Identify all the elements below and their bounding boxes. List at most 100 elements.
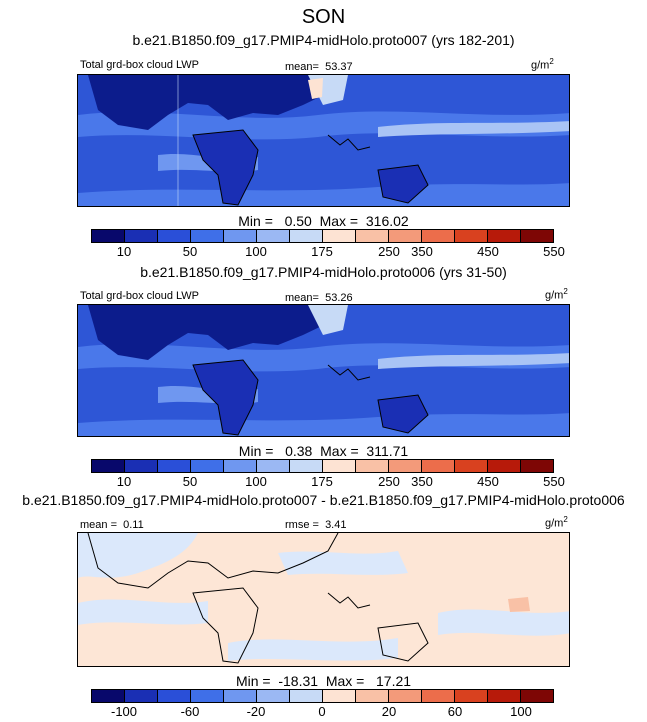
panel-2-mean-stat: mean= 53.26 xyxy=(285,292,353,304)
colorbar-swatch xyxy=(92,690,125,702)
panel-1-map xyxy=(77,74,570,207)
colorbar-swatch xyxy=(158,460,191,472)
panel-1-colorbar-ticks: 10 50 100 175 250 350 450 550 xyxy=(91,244,565,260)
panel-3-tick: 100 xyxy=(510,704,532,719)
panel-2-itcz-band xyxy=(378,353,569,369)
panel-2-mean-label: mean= xyxy=(285,292,319,304)
colorbar-swatch xyxy=(224,230,257,242)
panel-3-min-value: -18.31 xyxy=(278,673,319,689)
panel-1-land-north xyxy=(88,75,338,130)
colorbar-swatch xyxy=(125,690,158,702)
panel-3-rmse-label: rmse = xyxy=(285,519,319,531)
panel-1-tick: 50 xyxy=(182,244,198,259)
colorbar-swatch xyxy=(488,230,521,242)
colorbar-swatch xyxy=(191,460,224,472)
panel-2-max-value: 311.71 xyxy=(366,443,409,459)
colorbar-swatch xyxy=(125,460,158,472)
panel-1-tick: 450 xyxy=(477,244,499,259)
panel-1-mean-label: mean= xyxy=(285,61,319,73)
colorbar-swatch xyxy=(488,690,521,702)
colorbar-swatch xyxy=(455,690,488,702)
colorbar-swatch xyxy=(488,460,521,472)
colorbar-swatch xyxy=(521,230,553,242)
panel-2-tick: 175 xyxy=(311,474,333,489)
panel-2-min-value: 0.38 xyxy=(285,443,313,459)
panel-2-units: g/m2 xyxy=(545,287,568,302)
colorbar-swatch xyxy=(323,460,356,472)
panel-1-tick: 10 xyxy=(116,244,132,259)
colorbar-swatch xyxy=(290,690,323,702)
panel-1-tick: 350 xyxy=(411,244,433,259)
panel-1-southern-band xyxy=(78,183,569,206)
panel-2-min-label: Min = xyxy=(238,443,274,459)
panel-1-africa xyxy=(193,130,258,205)
panel-2-variable-label: Total grd-box cloud LWP xyxy=(80,290,200,302)
colorbar-swatch xyxy=(323,690,356,702)
panel-2-tibet-high xyxy=(308,305,348,335)
panel-3-northern-coast xyxy=(87,533,339,589)
panel-3-max-value: 17.21 xyxy=(376,673,412,689)
colorbar-swatch xyxy=(356,230,389,242)
colorbar-swatch xyxy=(455,460,488,472)
panel-3-tick: -100 xyxy=(110,704,138,719)
panel-2-islands xyxy=(327,364,371,381)
panel-3-blue-patch xyxy=(78,599,208,625)
colorbar-swatch xyxy=(158,690,191,702)
panel-3-colorbar xyxy=(91,689,554,703)
panel-2-tick: 450 xyxy=(477,474,499,489)
colorbar-swatch xyxy=(422,460,455,472)
panel-3-title: b.e21.B1850.f09_g17.PMIP4-midHolo.proto0… xyxy=(22,492,625,508)
panel-1-tick: 550 xyxy=(543,244,565,259)
panel-1-tick: 100 xyxy=(245,244,267,259)
panel-1-variable-label: Total grd-box cloud LWP xyxy=(80,59,200,71)
colorbar-swatch xyxy=(389,460,422,472)
panel-3-minmax: Min = -18.31 Max = 17.21 xyxy=(0,673,647,689)
colorbar-swatch xyxy=(125,230,158,242)
panel-3-mean-label: mean = xyxy=(80,519,117,531)
colorbar-swatch xyxy=(389,690,422,702)
colorbar-swatch xyxy=(92,460,125,472)
colorbar-swatch xyxy=(455,230,488,242)
colorbar-swatch xyxy=(290,230,323,242)
panel-1-islands xyxy=(327,134,371,151)
panel-3-blue-patch xyxy=(228,638,398,661)
panel-2-mean-value: 53.26 xyxy=(325,292,353,304)
panel-2-africa xyxy=(193,360,258,435)
panel-3-map xyxy=(77,532,570,667)
panel-1-colorbar xyxy=(91,229,554,243)
panel-1-min-label: Min = xyxy=(238,213,273,229)
colorbar-swatch xyxy=(191,690,224,702)
panel-2-australia xyxy=(378,395,428,433)
panel-2-tick: 550 xyxy=(543,474,565,489)
colorbar-swatch xyxy=(290,460,323,472)
panel-1-australia xyxy=(378,165,428,203)
panel-3-positive-anomaly xyxy=(508,597,530,612)
panel-3-units: g/m2 xyxy=(545,515,568,530)
panel-3-mean-value: 0.11 xyxy=(123,519,144,531)
panel-1-mean-stat: mean= 53.37 xyxy=(285,61,353,73)
panel-3-units-base: g/m xyxy=(545,517,564,530)
panel-2-southern-band xyxy=(78,413,569,436)
panel-3-min-label: Min = xyxy=(235,673,271,689)
panel-2-tick: 250 xyxy=(378,474,400,489)
colorbar-swatch xyxy=(356,690,389,702)
colorbar-swatch xyxy=(521,460,553,472)
panel-1-mean-value: 53.37 xyxy=(325,61,353,73)
panel-1-min-value: 0.50 xyxy=(284,213,312,229)
colorbar-swatch xyxy=(257,230,290,242)
panel-2-units-exp: 2 xyxy=(563,287,568,296)
colorbar-swatch xyxy=(191,230,224,242)
season-title: SON xyxy=(301,6,346,28)
panel-1-tick: 175 xyxy=(311,244,333,259)
panel-2-tick: 50 xyxy=(182,474,198,489)
panel-3-tick: 60 xyxy=(447,704,463,719)
panel-1-itcz-band xyxy=(378,121,569,137)
panel-1-max-label: Max = xyxy=(319,213,359,229)
panel-2-colorbar-ticks: 10 50 100 175 250 350 450 550 xyxy=(91,474,565,490)
panel-2-max-label: Max = xyxy=(320,443,359,459)
panel-1-tick: 250 xyxy=(378,244,400,259)
panel-3-blue-patch xyxy=(438,609,569,636)
panel-3-tick: 20 xyxy=(381,704,397,719)
panel-1-title: b.e21.B1850.f09_g17.PMIP4-midHolo.proto0… xyxy=(132,32,515,48)
colorbar-swatch xyxy=(422,690,455,702)
